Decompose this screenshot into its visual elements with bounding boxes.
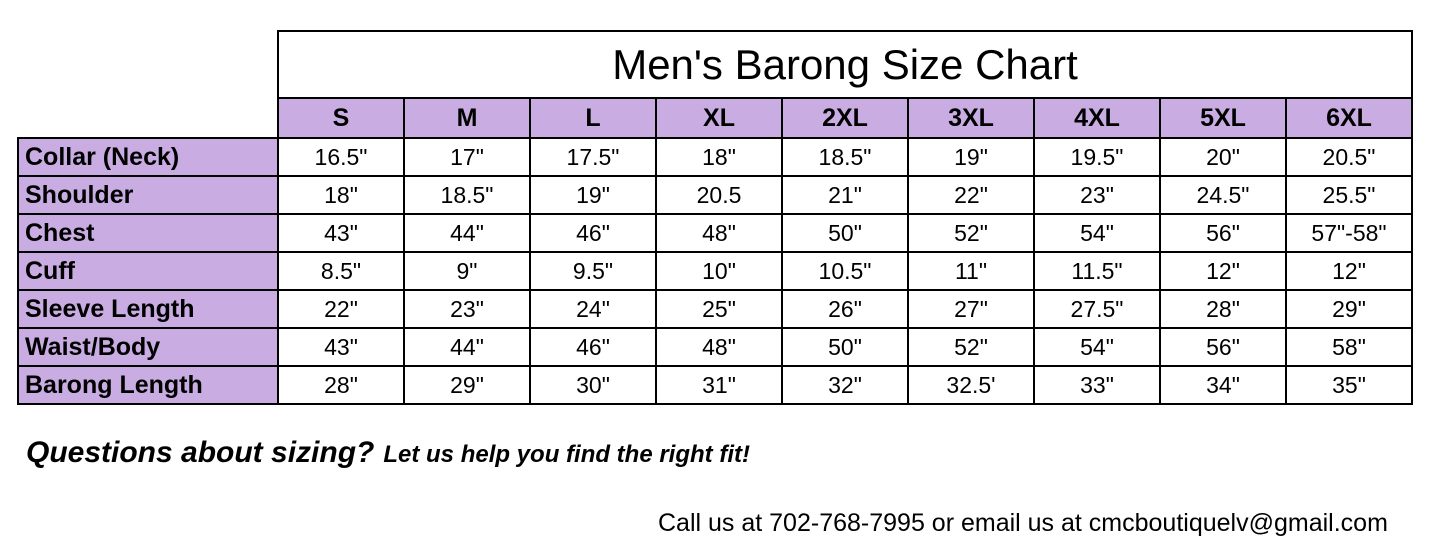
value-cell: 25.5" xyxy=(1285,175,1413,215)
size-header-cell-2xl: 2XL xyxy=(781,97,909,139)
value-cell: 32" xyxy=(781,365,909,405)
size-header-row: S M L XL 2XL 3XL 4XL 5XL 6XL xyxy=(18,97,1413,139)
value-cell: 56" xyxy=(1159,327,1287,367)
row-label: Chest xyxy=(17,213,279,253)
table-row-chest: Chest 43" 44" 46" 48" 50" 52" 54" 56" 57… xyxy=(17,213,1413,253)
value-cell: 52" xyxy=(907,327,1035,367)
contact-line: Call us at 702-768-7995 or email us at c… xyxy=(658,509,1388,537)
value-cell: 17" xyxy=(403,137,531,177)
table-row-waist-body: Waist/Body 43" 44" 46" 48" 50" 52" 54" 5… xyxy=(17,327,1413,367)
table-row-sleeve-length: Sleeve Length 22" 23" 24" 25" 26" 27" 27… xyxy=(17,289,1413,329)
value-cell: 18" xyxy=(655,137,783,177)
value-cell: 19" xyxy=(529,175,657,215)
value-cell: 24.5" xyxy=(1159,175,1287,215)
size-header-cell-6xl: 6XL xyxy=(1285,97,1413,139)
value-cell: 46" xyxy=(529,327,657,367)
value-cell: 54" xyxy=(1033,327,1161,367)
value-cell: 28" xyxy=(277,365,405,405)
size-header-cell-l: L xyxy=(529,97,657,139)
value-cell: 50" xyxy=(781,213,909,253)
value-cell: 44" xyxy=(403,327,531,367)
value-cell: 34" xyxy=(1159,365,1287,405)
spacer-cell xyxy=(18,31,278,98)
value-cell: 48" xyxy=(655,327,783,367)
value-cell: 26" xyxy=(781,289,909,329)
value-cell: 24" xyxy=(529,289,657,329)
value-cell: 19" xyxy=(907,137,1035,177)
value-cell: 18" xyxy=(277,175,405,215)
value-cell: 27.5" xyxy=(1033,289,1161,329)
question-lead: Questions about sizing? xyxy=(26,436,375,469)
question-rest: Let us help you find the right fit! xyxy=(383,441,750,468)
size-header-cell-s: S xyxy=(277,97,405,139)
value-cell: 12" xyxy=(1159,251,1287,291)
row-label: Sleeve Length xyxy=(17,289,279,329)
size-header-cell-xl: XL xyxy=(655,97,783,139)
title-row: Men's Barong Size Chart xyxy=(18,30,1413,99)
value-cell: 52" xyxy=(907,213,1035,253)
size-header-cell-3xl: 3XL xyxy=(907,97,1035,139)
value-cell: 27" xyxy=(907,289,1035,329)
table-row-collar: Collar (Neck) 16.5" 17" 17.5" 18" 18.5" … xyxy=(17,137,1413,177)
row-label: Cuff xyxy=(17,251,279,291)
value-cell: 29" xyxy=(403,365,531,405)
value-cell: 12" xyxy=(1285,251,1413,291)
value-cell: 22" xyxy=(277,289,405,329)
value-cell: 11.5" xyxy=(1033,251,1161,291)
value-cell: 31" xyxy=(655,365,783,405)
value-cell: 9" xyxy=(403,251,531,291)
value-cell: 17.5" xyxy=(529,137,657,177)
value-cell: 18.5" xyxy=(403,175,531,215)
value-cell: 58" xyxy=(1285,327,1413,367)
value-cell: 18.5" xyxy=(781,137,909,177)
value-cell: 23" xyxy=(403,289,531,329)
size-header-cell-4xl: 4XL xyxy=(1033,97,1161,139)
value-cell: 43" xyxy=(277,327,405,367)
value-cell: 33" xyxy=(1033,365,1161,405)
chart-title: Men's Barong Size Chart xyxy=(277,30,1413,99)
table-row-shoulder: Shoulder 18" 18.5" 19" 20.5 21" 22" 23" … xyxy=(17,175,1413,215)
value-cell: 20.5" xyxy=(1285,137,1413,177)
value-cell: 48" xyxy=(655,213,783,253)
size-chart-table: Men's Barong Size Chart S M L XL 2XL 3XL… xyxy=(17,30,1413,405)
value-cell: 46" xyxy=(529,213,657,253)
value-cell: 54" xyxy=(1033,213,1161,253)
row-label: Shoulder xyxy=(17,175,279,215)
value-cell: 56" xyxy=(1159,213,1287,253)
value-cell: 25" xyxy=(655,289,783,329)
value-cell: 28" xyxy=(1159,289,1287,329)
value-cell: 29" xyxy=(1285,289,1413,329)
value-cell: 35" xyxy=(1285,365,1413,405)
sizing-question: Questions about sizing? Let us help you f… xyxy=(26,436,750,470)
value-cell: 43" xyxy=(277,213,405,253)
spacer-cell xyxy=(18,98,278,138)
value-cell: 21" xyxy=(781,175,909,215)
value-cell: 16.5" xyxy=(277,137,405,177)
table-row-barong-length: Barong Length 28" 29" 30" 31" 32" 32.5' … xyxy=(17,365,1413,405)
value-cell: 32.5' xyxy=(907,365,1035,405)
row-label: Waist/Body xyxy=(17,327,279,367)
value-cell: 8.5" xyxy=(277,251,405,291)
value-cell: 11" xyxy=(907,251,1035,291)
value-cell: 10.5" xyxy=(781,251,909,291)
value-cell: 9.5" xyxy=(529,251,657,291)
value-cell: 44" xyxy=(403,213,531,253)
value-cell: 57"-58" xyxy=(1285,213,1413,253)
row-label: Collar (Neck) xyxy=(17,137,279,177)
value-cell: 30" xyxy=(529,365,657,405)
table-row-cuff: Cuff 8.5" 9" 9.5" 10" 10.5" 11" 11.5" 12… xyxy=(17,251,1413,291)
value-cell: 20.5 xyxy=(655,175,783,215)
size-header-cell-m: M xyxy=(403,97,531,139)
size-header-cell-5xl: 5XL xyxy=(1159,97,1287,139)
value-cell: 19.5" xyxy=(1033,137,1161,177)
value-cell: 22" xyxy=(907,175,1035,215)
row-label: Barong Length xyxy=(17,365,279,405)
value-cell: 20" xyxy=(1159,137,1287,177)
value-cell: 10" xyxy=(655,251,783,291)
value-cell: 50" xyxy=(781,327,909,367)
value-cell: 23" xyxy=(1033,175,1161,215)
